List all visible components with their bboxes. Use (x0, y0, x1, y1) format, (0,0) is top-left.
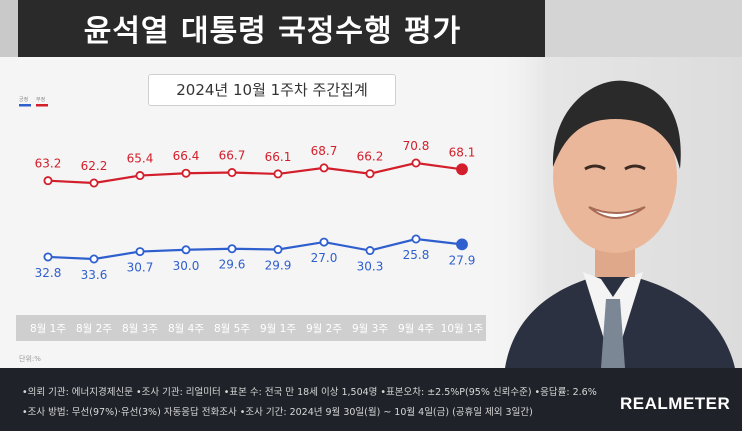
x-tick-label: 8월 5주 (214, 323, 250, 335)
title-bar: 윤석열 대통령 국정수행 평가 (0, 0, 545, 57)
data-label: 66.7 (219, 149, 246, 163)
data-point (227, 244, 237, 254)
data-point (319, 163, 329, 173)
data-label: 65.4 (127, 152, 154, 166)
series-line-0 (47, 161, 463, 185)
x-axis-band (16, 315, 486, 341)
data-point (273, 169, 283, 179)
x-tick-label: 8월 1주 (30, 323, 66, 335)
portrait-photo (485, 57, 742, 368)
chart-subtitle: 2024년 10월 1주차 주간집계 (148, 74, 396, 106)
data-label: 68.7 (311, 144, 338, 158)
data-point (43, 252, 53, 262)
data-point (411, 234, 421, 244)
footer: •의뢰 기관: 에너지경제신문 •조사 기관: 리얼미터 •표본 수: 전국 만… (0, 368, 742, 431)
legend-swatch-0 (19, 104, 31, 107)
footer-survey-info: •의뢰 기관: 에너지경제신문 •조사 기관: 리얼미터 •표본 수: 전국 만… (22, 387, 597, 398)
data-label: 25.8 (403, 248, 430, 262)
data-label: 29.9 (265, 259, 292, 273)
header-right-panel (545, 0, 742, 57)
data-label: 63.2 (35, 157, 62, 171)
data-point (89, 254, 99, 264)
legend-label-0: 긍정 (19, 96, 28, 103)
data-point (365, 246, 375, 256)
data-point (43, 176, 53, 186)
data-point (273, 245, 283, 255)
footer-survey-method: •조사 방법: 무선(97%)·유선(3%) 자동응답 전화조사 •조사 기간:… (22, 407, 533, 418)
data-label: 70.8 (403, 139, 430, 153)
data-point (456, 163, 468, 176)
series-line-1 (47, 237, 463, 261)
data-label: 33.6 (81, 268, 108, 282)
x-tick-label: 8월 3주 (122, 323, 158, 335)
x-tick-label: 9월 3주 (352, 323, 388, 335)
title-bar-background (18, 0, 545, 57)
x-tick-label: 9월 2주 (306, 323, 342, 335)
data-label: 68.1 (449, 145, 476, 159)
brand-logo: REALMETER (620, 394, 731, 413)
unit-note: 단위:% (19, 354, 41, 363)
data-point (181, 245, 191, 255)
data-point (135, 171, 145, 181)
data-point (227, 168, 237, 178)
data-label: 62.2 (81, 159, 108, 173)
data-point (89, 178, 99, 188)
data-label: 32.8 (35, 266, 62, 280)
data-label: 66.4 (173, 149, 200, 163)
portrait-illustration (485, 57, 742, 368)
data-point (181, 168, 191, 178)
x-tick-label: 9월 4주 (398, 323, 434, 335)
data-label: 27.9 (449, 253, 476, 267)
data-point (135, 247, 145, 257)
x-tick-label: 8월 4주 (168, 323, 204, 335)
data-label: 66.1 (265, 150, 292, 164)
data-label: 66.2 (357, 150, 384, 164)
data-point (365, 169, 375, 179)
data-label: 30.7 (127, 261, 154, 275)
data-label: 27.0 (311, 251, 338, 265)
data-label: 30.0 (173, 259, 200, 273)
data-point (411, 158, 421, 168)
x-tick-label: 9월 1주 (260, 323, 296, 335)
data-point (456, 238, 468, 251)
legend-label-1: 부정 (36, 96, 45, 103)
page-title: 윤석열 대통령 국정수행 평가 (83, 14, 462, 49)
legend-swatch-1 (36, 104, 48, 107)
line-chart: 긍정 부정 63.2 62.2 65.4 66.4 66.7 66.1 68.7 66.2 70.8… (16, 96, 486, 363)
data-label: 30.3 (357, 260, 384, 274)
data-point (319, 237, 329, 247)
data-label: 29.6 (219, 258, 246, 272)
x-tick-label: 8월 2주 (76, 323, 112, 335)
x-tick-label: 10월 1주 (441, 323, 484, 335)
